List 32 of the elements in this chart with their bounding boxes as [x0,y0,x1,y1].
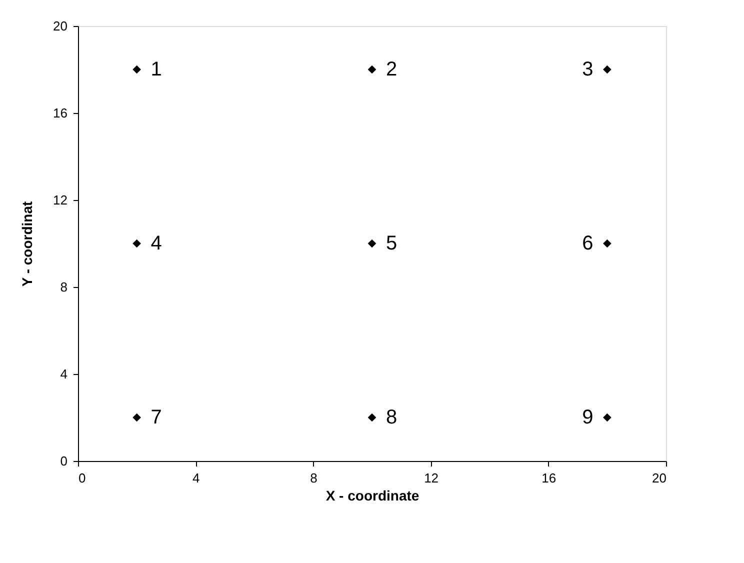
x-tick-label: 20 [652,470,666,486]
point [368,413,376,422]
x-axis-title: X - coordinate [326,488,420,504]
x-tick-label: 8 [310,470,318,486]
annotation: 2 [386,58,398,80]
x-tick-label: 0 [78,470,86,486]
point [603,413,612,422]
x-tick-label: 16 [542,470,556,486]
annotation: 9 [582,406,594,428]
x-tick-label: 4 [192,470,200,486]
annotation: 6 [582,232,594,254]
annotation: 7 [150,406,162,428]
y-tick-label: 0 [60,454,68,468]
point [603,65,612,74]
point [368,239,376,248]
annotation: 3 [582,58,594,80]
y-tick-label: 20 [53,18,68,34]
point [603,239,612,248]
annotation: 8 [386,406,398,428]
y-tick-label: 8 [60,280,68,294]
point [132,239,141,248]
annotation: 5 [386,232,398,254]
annotation: 1 [150,58,162,80]
y-tick-label: 16 [53,106,68,120]
point [132,65,141,74]
point [368,65,376,74]
y-tick-label: 4 [60,366,68,382]
y-axis-title: Y - coordinat [19,201,36,287]
annotation: 4 [150,232,162,254]
x-tick-label: 12 [424,470,439,486]
y-tick-label: 12 [53,192,68,208]
point [132,413,141,422]
